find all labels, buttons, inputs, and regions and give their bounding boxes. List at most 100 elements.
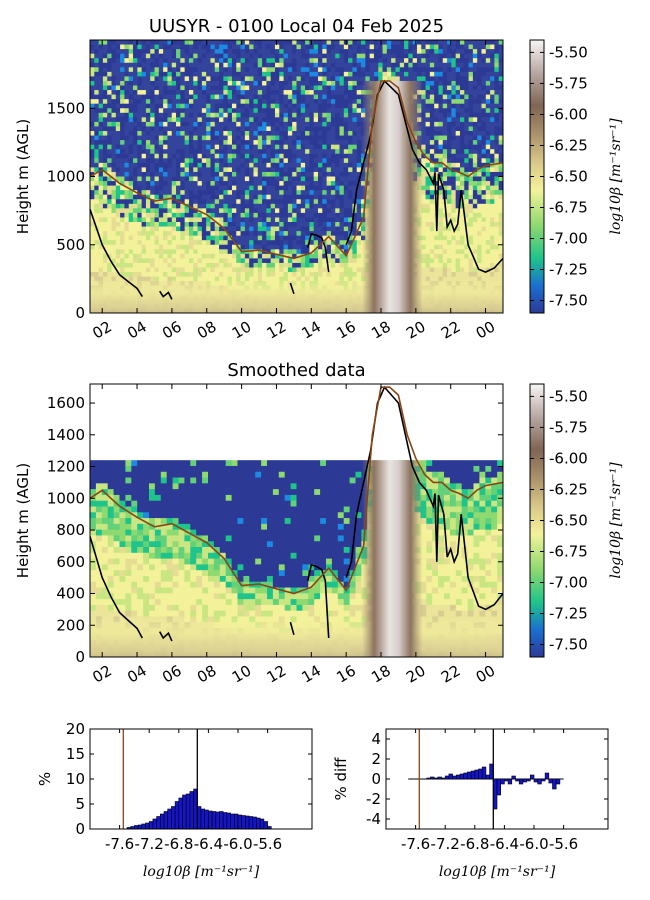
heatmap-cell [339,62,345,68]
heatmap-cell [236,99,241,105]
heatmap-cell [442,90,448,95]
heatmap-cell [128,135,134,141]
heatmap-cell [214,244,220,250]
heatmap-cell [184,162,190,168]
heatmap-cell [214,203,220,209]
heatmap-cell [120,244,125,250]
heatmap-cell [339,258,345,264]
heatmap-cell [283,190,289,196]
heatmap-cell [287,262,293,268]
heatmap-cell [201,126,207,132]
heatmap-cell [193,190,198,196]
heatmap-cell [253,240,259,246]
heatmap-cell [171,199,177,205]
heatmap-cell [425,158,431,164]
heatmap-cell [313,262,319,268]
heatmap-cell [111,76,117,82]
heatmap-cell [201,162,207,168]
heatmap-cell [434,126,439,132]
heatmap-cell [287,240,293,246]
heatmap-cell [227,162,233,168]
heatmap-cell [318,162,323,168]
heatmap-cell [326,90,332,95]
heatmap-cell [442,190,448,196]
heatmap-cell [94,240,99,246]
heatmap-cell [98,199,104,205]
heatmap-cell [274,199,280,205]
heatmap-cell [163,181,168,186]
heatmap-cell [421,99,426,105]
heatmap-cell [128,171,134,177]
heatmap-cell [326,126,332,132]
heatmap-cell [318,99,323,105]
heatmap-cell [184,267,190,273]
heatmap-cell [98,190,104,196]
heatmap-cell [262,244,267,250]
heatmap-cell [300,185,306,191]
heatmap-cell [167,249,173,255]
heatmap-cell [429,235,435,241]
heatmap-cell [107,99,112,105]
heatmap-cell [150,149,155,155]
heatmap-cell [300,149,306,155]
heatmap-cell [180,162,186,168]
heatmap-cell [90,181,95,186]
heatmap-cell [163,121,168,127]
heatmap-cell [313,140,319,146]
heatmap-cell [296,194,302,200]
heatmap-cell [210,67,216,73]
heatmap-cell [223,244,229,250]
heatmap-cell [438,131,444,136]
heatmap-cell [111,103,117,109]
heatmap-cell [219,235,224,241]
heatmap-cell [305,85,310,91]
heatmap-cell [253,85,259,91]
heatmap-cell [141,222,147,227]
heatmap-cell [309,203,315,209]
heatmap-cell [120,149,125,155]
heatmap-cell [240,90,246,95]
heatmap-cell [145,44,151,50]
heatmap-cell [438,181,444,186]
heatmap-cell [180,117,186,123]
heatmap-cell [240,140,246,146]
heatmap-cell [343,108,349,114]
heatmap-cell [214,85,220,91]
heatmap-cell [391,40,396,45]
heatmap-cell [438,153,444,159]
heatmap-cell [378,67,383,73]
heatmap-cell [141,53,147,59]
heatmap-cell [270,190,276,196]
heatmap-cell [262,131,267,136]
heatmap-cell [257,94,263,100]
heatmap-cell [158,149,164,155]
heatmap-cell [330,253,336,259]
heatmap-cell [270,162,276,168]
heatmap-cell [249,58,254,64]
heatmap-cell [120,249,125,255]
heatmap-cell [296,80,302,86]
heatmap-cell [339,253,345,259]
heatmap-cell [176,85,181,91]
heatmap-cell [309,58,315,64]
heatmap-cell [223,62,229,68]
heatmap-cell [283,62,289,68]
heatmap-cell [197,153,203,159]
heatmap-cell [154,80,160,86]
heatmap-cell [180,222,186,227]
heatmap-cell [102,112,108,118]
heatmap-cell [330,140,336,146]
heatmap-cell [176,62,181,68]
heatmap-cell [231,62,237,68]
heatmap-cell [348,126,353,132]
heatmap-cell [279,103,284,109]
heatmap-cell [184,149,190,155]
heatmap-cell [300,262,306,268]
heatmap-cell [335,76,340,82]
heatmap-cell [352,249,358,255]
heatmap-cell [128,190,134,196]
heatmap-cell [313,121,319,127]
heatmap-cell [326,171,332,177]
heatmap-cell [287,140,293,146]
heatmap-cell [343,217,349,223]
